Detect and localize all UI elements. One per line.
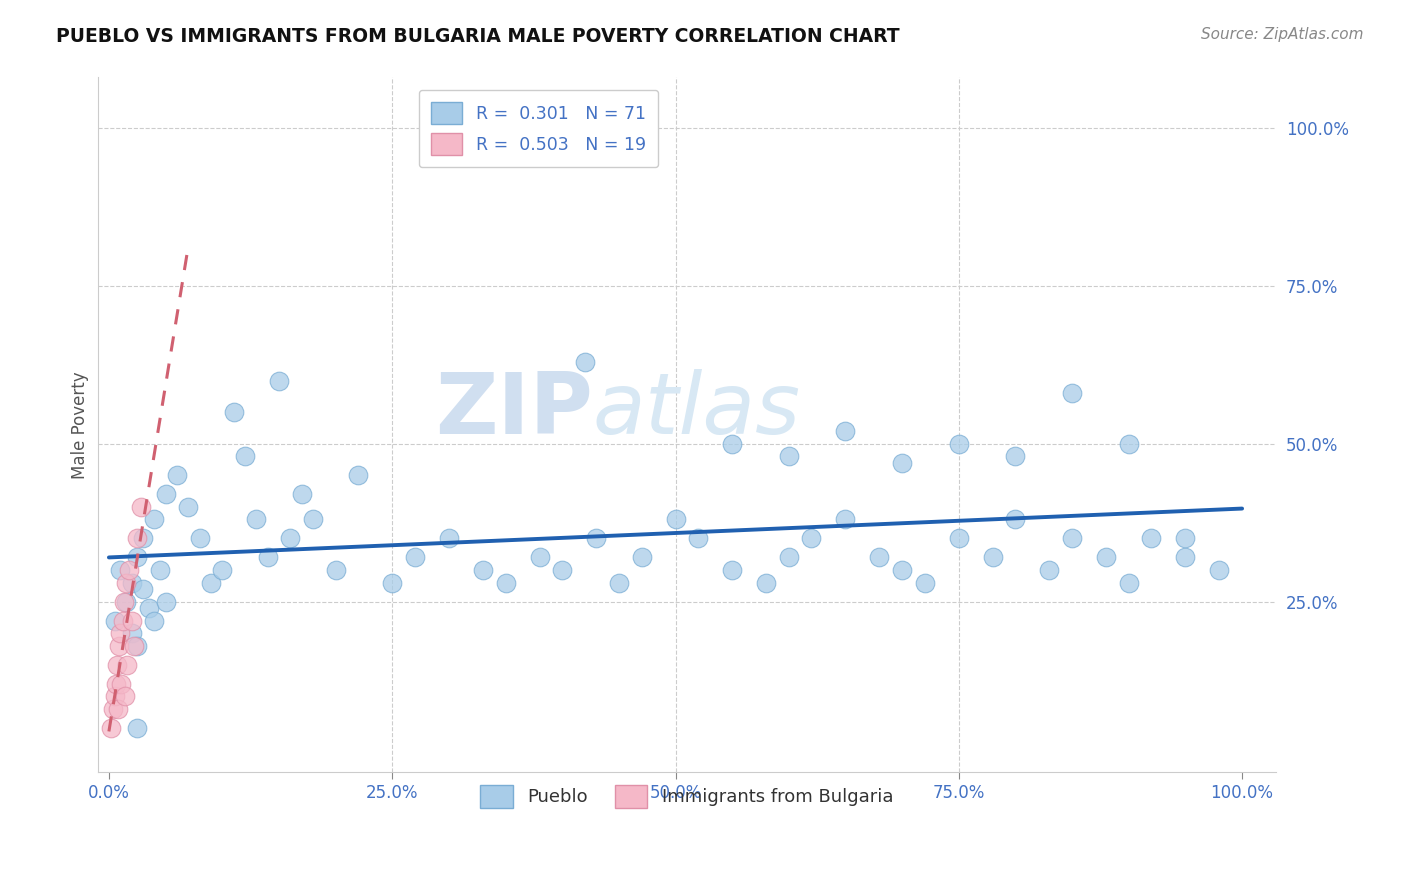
Point bbox=[302, 512, 325, 526]
Point bbox=[127, 532, 149, 546]
Point bbox=[1062, 532, 1084, 546]
Point bbox=[132, 532, 155, 546]
Y-axis label: Male Poverty: Male Poverty bbox=[72, 371, 89, 479]
Point bbox=[834, 512, 856, 526]
Point bbox=[891, 456, 914, 470]
Point bbox=[143, 614, 166, 628]
Point bbox=[471, 563, 494, 577]
Point bbox=[127, 550, 149, 565]
Point bbox=[869, 550, 891, 565]
Point bbox=[437, 532, 460, 546]
Text: atlas: atlas bbox=[592, 369, 800, 452]
Point bbox=[551, 563, 574, 577]
Point bbox=[233, 450, 256, 464]
Point bbox=[256, 550, 278, 565]
Point bbox=[105, 657, 128, 672]
Text: PUEBLO VS IMMIGRANTS FROM BULGARIA MALE POVERTY CORRELATION CHART: PUEBLO VS IMMIGRANTS FROM BULGARIA MALE … bbox=[56, 27, 900, 45]
Point bbox=[834, 424, 856, 438]
Point bbox=[115, 575, 138, 590]
Point bbox=[103, 702, 125, 716]
Point bbox=[278, 532, 301, 546]
Point bbox=[721, 563, 744, 577]
Point bbox=[800, 532, 823, 546]
Point bbox=[290, 487, 312, 501]
Point bbox=[778, 450, 800, 464]
Point bbox=[104, 676, 127, 690]
Point bbox=[200, 575, 222, 590]
Point bbox=[721, 436, 744, 450]
Point bbox=[755, 575, 778, 590]
Point bbox=[1118, 436, 1140, 450]
Point bbox=[129, 500, 152, 514]
Point bbox=[115, 594, 138, 608]
Text: ZIP: ZIP bbox=[434, 369, 592, 452]
Point bbox=[121, 614, 143, 628]
Point bbox=[585, 532, 607, 546]
Point bbox=[112, 594, 135, 608]
Point bbox=[155, 487, 177, 501]
Point bbox=[914, 575, 936, 590]
Point bbox=[325, 563, 347, 577]
Point bbox=[948, 532, 970, 546]
Point bbox=[948, 436, 970, 450]
Point bbox=[1062, 386, 1084, 401]
Point bbox=[110, 626, 132, 640]
Legend: Pueblo, Immigrants from Bulgaria: Pueblo, Immigrants from Bulgaria bbox=[472, 778, 901, 815]
Point bbox=[103, 690, 125, 704]
Point bbox=[100, 721, 122, 735]
Point bbox=[103, 614, 125, 628]
Point bbox=[111, 614, 134, 628]
Point bbox=[495, 575, 517, 590]
Point bbox=[149, 563, 172, 577]
Text: Source: ZipAtlas.com: Source: ZipAtlas.com bbox=[1201, 27, 1364, 42]
Point bbox=[211, 563, 233, 577]
Point bbox=[1140, 532, 1163, 546]
Point bbox=[1174, 550, 1197, 565]
Point bbox=[143, 512, 166, 526]
Point bbox=[121, 575, 143, 590]
Point bbox=[177, 500, 200, 514]
Point bbox=[127, 639, 149, 653]
Point bbox=[138, 600, 160, 615]
Point bbox=[778, 550, 800, 565]
Point bbox=[245, 512, 267, 526]
Point bbox=[1118, 575, 1140, 590]
Point bbox=[1095, 550, 1118, 565]
Point bbox=[110, 676, 132, 690]
Point bbox=[114, 690, 136, 704]
Point bbox=[118, 563, 141, 577]
Point bbox=[166, 468, 188, 483]
Point bbox=[1004, 450, 1026, 464]
Point bbox=[188, 532, 211, 546]
Point bbox=[127, 721, 149, 735]
Point bbox=[1038, 563, 1060, 577]
Point bbox=[529, 550, 551, 565]
Point bbox=[108, 639, 131, 653]
Point bbox=[1004, 512, 1026, 526]
Point bbox=[574, 354, 596, 368]
Point bbox=[121, 626, 143, 640]
Point bbox=[107, 702, 129, 716]
Point bbox=[1174, 532, 1197, 546]
Point bbox=[607, 575, 630, 590]
Point bbox=[688, 532, 710, 546]
Point bbox=[222, 405, 245, 419]
Point bbox=[404, 550, 426, 565]
Point bbox=[664, 512, 686, 526]
Point bbox=[981, 550, 1004, 565]
Point bbox=[155, 594, 177, 608]
Point bbox=[630, 550, 652, 565]
Point bbox=[381, 575, 404, 590]
Point bbox=[891, 563, 914, 577]
Point bbox=[347, 468, 370, 483]
Point bbox=[115, 657, 138, 672]
Point bbox=[132, 582, 155, 596]
Point bbox=[267, 374, 290, 388]
Point bbox=[110, 563, 132, 577]
Point bbox=[1208, 563, 1230, 577]
Point bbox=[122, 639, 145, 653]
